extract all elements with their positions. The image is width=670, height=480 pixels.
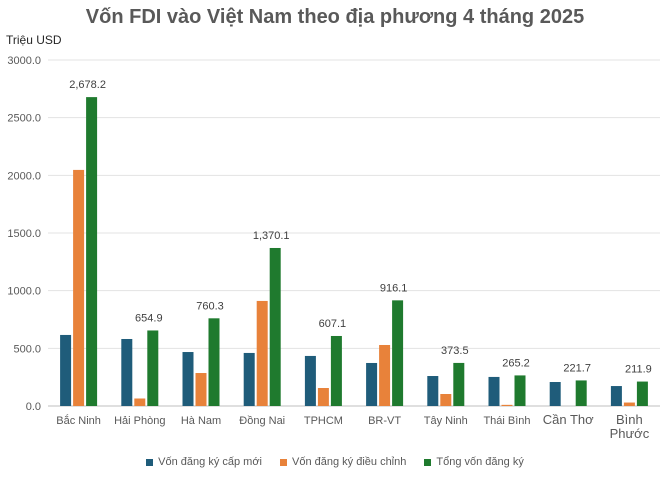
legend-swatch-total <box>424 458 432 466</box>
chart-title: Vốn FDI vào Việt Nam theo địa phương 4 t… <box>85 6 585 28</box>
x-category-label: BR-VT <box>368 415 401 427</box>
x-category-label: Hà Nam <box>181 415 221 427</box>
bar-total-capital <box>86 97 98 407</box>
x-category-label: TPHCM <box>304 415 343 427</box>
x-axis-categories: Bắc Ninh Hải Phòng Hà Nam Đồng Nai TPHCM BR-V… <box>56 412 649 441</box>
x-category-label: Bình <box>616 412 643 427</box>
bar-adjusted-capital <box>195 373 207 406</box>
bar-total-capital <box>514 375 526 406</box>
data-label-total: 221.7 <box>563 362 591 374</box>
bar-new-capital <box>488 376 500 406</box>
bar-new-capital <box>549 382 561 406</box>
bar-new-capital <box>427 376 439 406</box>
y-tick-label: 500.0 <box>13 343 41 355</box>
y-tick-label: 3000.0 <box>7 55 41 67</box>
bar-total-capital <box>575 380 587 406</box>
bar-new-capital <box>60 334 72 406</box>
bar-total-capital <box>208 318 220 406</box>
bar-total-capital <box>392 300 404 406</box>
x-category-label: Phước <box>610 426 650 441</box>
bar-adjusted-capital <box>256 300 268 406</box>
legend-item-new-capital: Vốn đăng ký cấp mới <box>146 456 262 468</box>
x-category-label: Bắc Ninh <box>56 414 101 427</box>
bar-adjusted-capital <box>623 402 635 406</box>
data-label-total: 265.2 <box>502 357 530 369</box>
bar-new-capital <box>243 352 255 406</box>
y-tick-label: 0.0 <box>26 401 41 413</box>
x-category-label: Đồng Nai <box>239 415 285 427</box>
bar-new-capital <box>121 338 133 406</box>
data-label-total: 2,678.2 <box>69 79 106 91</box>
data-label-total: 654.9 <box>135 312 163 324</box>
y-tick-label: 1500.0 <box>7 228 41 240</box>
bar-adjusted-capital <box>73 169 85 406</box>
bar-new-capital <box>304 355 316 406</box>
data-label-total: 760.3 <box>196 300 224 312</box>
y-axis-unit-label: Triệu USD <box>6 33 62 47</box>
data-label-total: 607.1 <box>319 318 347 330</box>
bar-total-capital <box>269 247 281 406</box>
bar-total-capital <box>453 362 465 406</box>
y-tick-label: 2000.0 <box>7 170 41 182</box>
legend-item-adjusted-capital: Vốn đăng ký điều chỉnh <box>280 456 406 468</box>
data-label-total: 916.1 <box>380 282 408 294</box>
legend-label: Tổng vốn đăng ký <box>436 456 524 468</box>
bar-new-capital <box>182 352 194 406</box>
legend-swatch-new <box>146 458 154 466</box>
x-category-label: Thái Bình <box>483 415 530 427</box>
y-tick-label: 2500.0 <box>7 113 41 125</box>
data-label-total: 373.5 <box>441 345 469 357</box>
bar-adjusted-capital <box>134 398 146 406</box>
legend-label: Vốn đăng ký cấp mới <box>158 456 262 468</box>
x-category-label: Tây Ninh <box>424 415 468 427</box>
bar-adjusted-capital <box>317 388 329 406</box>
x-category-label: Hải Phòng <box>114 415 165 427</box>
bar-total-capital <box>147 330 159 406</box>
bar-total-capital <box>636 381 648 406</box>
legend-item-total-capital: Tổng vốn đăng ký <box>424 456 524 468</box>
bar-adjusted-capital <box>501 404 513 406</box>
y-tick-label: 1000.0 <box>7 286 41 298</box>
x-category-label: Cần Thơ <box>543 412 594 427</box>
data-label-total: 1,370.1 <box>253 230 290 242</box>
bar-adjusted-capital <box>379 344 391 406</box>
data-labels: 2,678.2 654.9 760.3 1,370.1 607.1 916.1 373.5 2… <box>69 79 652 375</box>
bar-total-capital <box>330 335 342 406</box>
legend: Vốn đăng ký cấp mới Vốn đăng ký điều chỉ… <box>0 456 670 468</box>
bar-series <box>60 97 648 407</box>
bar-adjusted-capital <box>440 394 452 406</box>
legend-swatch-adjusted <box>280 458 287 466</box>
bar-new-capital <box>610 386 622 406</box>
legend-label: Vốn đăng ký điều chỉnh <box>292 456 407 468</box>
bar-new-capital <box>366 362 378 406</box>
data-label-total: 211.9 <box>625 364 652 376</box>
gridlines <box>48 59 660 407</box>
y-axis-ticks: 0.0 500.0 1000.0 1500.0 2000.0 2500.0 3000.0 <box>7 55 41 413</box>
